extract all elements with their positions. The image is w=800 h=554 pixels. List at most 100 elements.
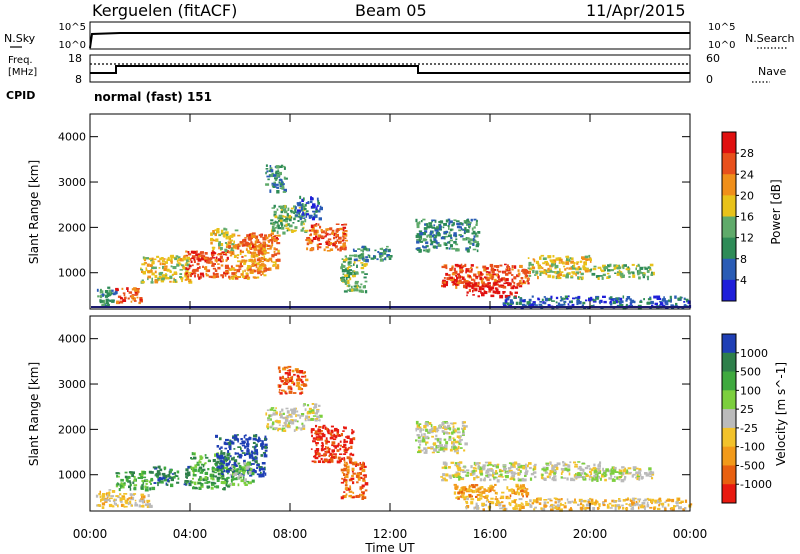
data-cell	[602, 295, 606, 298]
data-cell	[525, 501, 528, 503]
data-cell	[342, 243, 346, 247]
data-cell	[618, 264, 621, 267]
data-cell	[482, 508, 485, 511]
data-cell	[132, 481, 135, 484]
data-cell	[344, 495, 347, 498]
data-cell	[182, 266, 186, 269]
data-cell	[277, 420, 281, 424]
data-cell	[291, 410, 294, 415]
data-cell	[233, 467, 236, 471]
data-cell	[446, 422, 449, 424]
colorbar-tick-label: 1000	[740, 347, 768, 360]
data-cell	[546, 466, 549, 471]
data-cell	[424, 422, 428, 426]
data-cell	[472, 467, 476, 469]
data-cell	[532, 303, 536, 306]
data-cell	[452, 474, 456, 478]
data-cell	[200, 483, 203, 487]
data-cell	[647, 266, 650, 269]
data-cell	[352, 496, 355, 499]
data-cell	[461, 486, 465, 488]
data-cell	[353, 250, 357, 252]
data-cell	[295, 428, 298, 431]
data-cell	[147, 270, 151, 273]
data-cell	[347, 468, 350, 472]
data-cell	[303, 217, 306, 219]
data-cell	[449, 276, 453, 279]
data-cell	[437, 426, 442, 429]
data-cell	[212, 275, 216, 279]
data-cell	[441, 284, 444, 288]
data-cell	[638, 471, 641, 475]
data-cell	[476, 219, 478, 222]
data-cell	[359, 467, 363, 471]
x-tick-label: 08:00	[273, 527, 308, 541]
data-cell	[377, 251, 380, 253]
data-cell	[598, 469, 600, 473]
data-cell	[295, 414, 297, 418]
data-cell	[597, 464, 601, 468]
data-cell	[243, 459, 246, 463]
data-cell	[531, 295, 534, 298]
data-cell	[332, 243, 335, 247]
data-cell	[543, 269, 546, 272]
data-cell	[254, 235, 259, 239]
data-cell	[473, 226, 476, 229]
data-cell	[439, 424, 442, 428]
data-cell	[243, 478, 247, 482]
data-cell	[431, 220, 433, 223]
data-cell	[483, 284, 488, 287]
data-cell	[471, 278, 475, 281]
data-cell	[563, 265, 566, 268]
data-cell	[346, 487, 350, 491]
data-cell	[342, 495, 346, 499]
data-cell	[237, 483, 240, 487]
data-cell	[383, 251, 386, 254]
data-cell	[555, 466, 559, 471]
data-cell	[263, 270, 266, 273]
data-cell	[430, 424, 433, 427]
data-cell	[336, 460, 341, 463]
data-cell	[563, 300, 567, 303]
data-cell	[587, 499, 590, 502]
data-cell	[220, 470, 224, 475]
data-cell	[348, 446, 350, 449]
data-cell	[465, 282, 469, 285]
data-cell	[218, 462, 223, 465]
colorbar-segment	[722, 352, 736, 373]
data-cell	[304, 229, 309, 232]
data-cell	[416, 222, 420, 226]
data-cell	[150, 259, 153, 262]
data-cell	[284, 215, 287, 218]
data-cell	[437, 440, 440, 443]
data-cell	[169, 275, 172, 278]
data-cell	[684, 499, 688, 503]
data-cell	[119, 497, 122, 501]
data-cell	[519, 506, 522, 510]
data-cell	[575, 271, 580, 274]
data-cell	[473, 239, 477, 243]
data-cell	[651, 304, 654, 307]
data-cell	[604, 266, 609, 270]
data-cell	[322, 426, 325, 429]
data-cell	[350, 265, 353, 267]
data-cell	[473, 279, 476, 283]
data-cell	[115, 472, 120, 475]
data-cell	[460, 281, 464, 284]
data-cell	[238, 465, 242, 469]
data-cell	[216, 468, 219, 472]
data-cell	[241, 275, 245, 278]
data-cell	[443, 432, 445, 435]
data-cell	[361, 468, 366, 473]
data-cell	[261, 440, 264, 444]
data-cell	[314, 412, 318, 415]
data-cell	[352, 472, 356, 475]
data-cell	[445, 441, 449, 445]
data-cell	[592, 507, 596, 511]
data-cell	[592, 467, 597, 470]
data-cell	[461, 494, 465, 499]
data-cell	[661, 505, 664, 508]
noise-panel: N.Sky 10^5 10^0 10^5 10^0 N.Search	[4, 21, 795, 51]
data-cell	[222, 258, 224, 263]
data-cell	[419, 443, 422, 446]
